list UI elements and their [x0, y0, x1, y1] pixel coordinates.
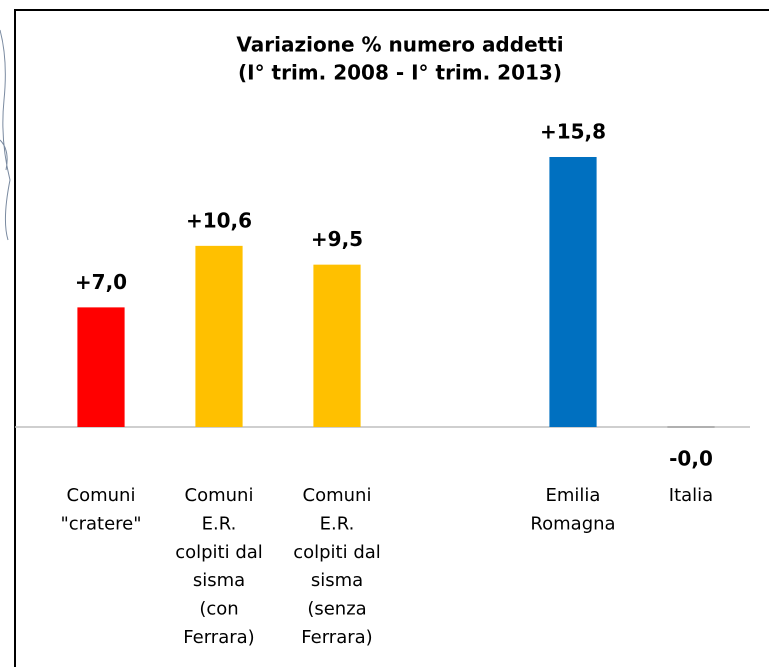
x-tick-label: sisma [193, 570, 245, 591]
x-tick-label: Romagna [530, 513, 615, 534]
bar [549, 156, 597, 428]
x-tick-label: Ferrara) [301, 627, 372, 648]
x-tick-label: colpiti dal [293, 542, 381, 563]
bar [195, 245, 243, 427]
bar [77, 307, 125, 427]
chart-subtitle: (I° trim. 2008 - I° trim. 2013) [238, 61, 562, 85]
x-tick-label: E.R. [320, 513, 355, 534]
data-label: +10,6 [186, 208, 252, 232]
data-label: +9,5 [311, 227, 363, 251]
x-tick-label: colpiti dal [175, 542, 263, 563]
x-tick-label: Comuni [303, 485, 372, 506]
x-tick-label: (con [199, 599, 238, 620]
data-label: +7,0 [75, 270, 127, 294]
x-tick-label: sisma [311, 570, 363, 591]
x-tick-label: Comuni [185, 485, 254, 506]
chart-frame [14, 9, 769, 667]
x-tick-label: Emilia [546, 485, 601, 506]
data-label: -0,0 [669, 447, 713, 471]
bar [313, 264, 361, 427]
x-tick-label: E.R. [202, 513, 237, 534]
x-tick-label: Ferrara) [183, 627, 254, 648]
chart-title: Variazione % numero addetti [236, 33, 563, 57]
data-label: +15,8 [540, 119, 606, 143]
x-tick-label: Comuni [67, 485, 136, 506]
x-tick-label: (senza [307, 599, 366, 620]
x-tick-label: "cratere" [60, 513, 141, 534]
map-fragment [0, 29, 11, 241]
x-tick-label: Italia [669, 485, 713, 506]
